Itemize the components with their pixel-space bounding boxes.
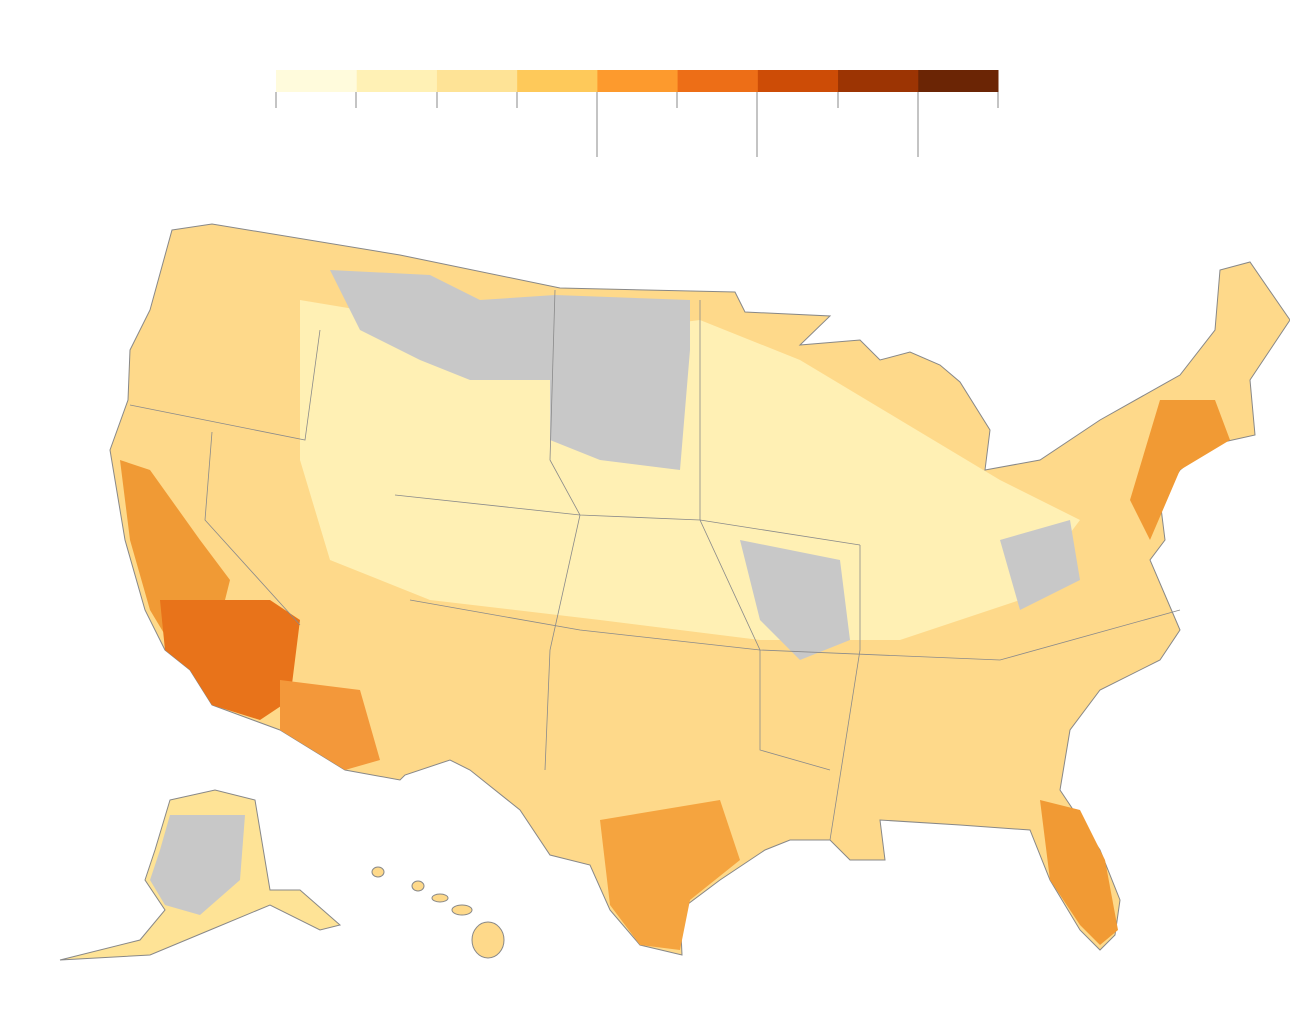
legend-swatch [917, 70, 999, 92]
state-border [829, 545, 861, 841]
us-map [59, 223, 1290, 961]
legend-swatch [596, 70, 678, 92]
legend-swatch [276, 70, 357, 92]
high-region [160, 600, 300, 720]
legend-swatch [436, 70, 518, 92]
high-region [600, 800, 740, 950]
no-data-region [330, 270, 690, 470]
state-border [129, 329, 321, 441]
no-data-region [150, 815, 245, 915]
hawaii [411, 880, 425, 892]
legend-swatch [837, 70, 919, 92]
state-border [544, 289, 581, 771]
state-border [394, 494, 861, 546]
state-border [699, 300, 831, 771]
legend [275, 70, 999, 157]
no-data-region [740, 540, 850, 660]
hawaii [471, 921, 505, 959]
high-region [1130, 400, 1230, 540]
hawaii [431, 893, 449, 903]
hawaii [451, 904, 473, 916]
legend-swatch [356, 70, 437, 92]
state-border [204, 431, 301, 626]
legend-swatch [516, 70, 598, 92]
hawaii [371, 866, 385, 878]
no-data-region [1000, 520, 1080, 610]
legend-swatch [757, 70, 839, 92]
light-region [300, 300, 1080, 640]
legend-swatch [677, 70, 758, 92]
high-region [1040, 800, 1118, 945]
high-region [280, 680, 380, 770]
